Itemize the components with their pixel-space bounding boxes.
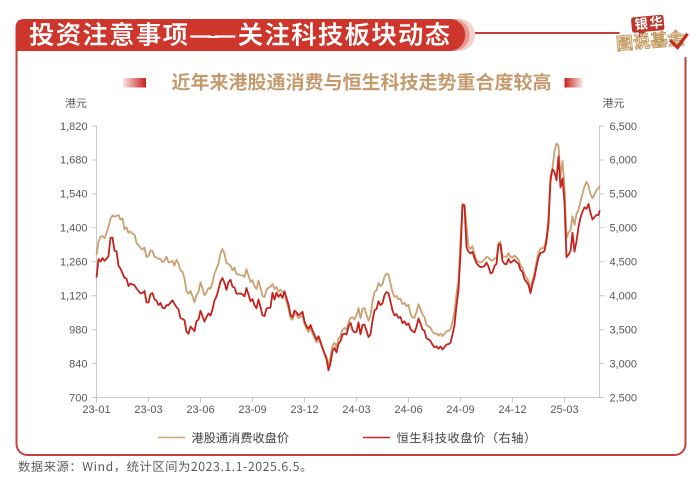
svg-text:6,000: 6,000 — [610, 155, 638, 167]
svg-text:23-12: 23-12 — [290, 404, 318, 416]
svg-text:1,400: 1,400 — [60, 223, 88, 235]
svg-text:5,500: 5,500 — [610, 189, 638, 201]
svg-text:24-03: 24-03 — [342, 404, 370, 416]
svg-text:1,680: 1,680 — [60, 155, 88, 167]
svg-text:1,260: 1,260 — [60, 257, 88, 269]
svg-text:25-03: 25-03 — [550, 404, 578, 416]
svg-text:23-06: 23-06 — [186, 404, 214, 416]
svg-text:1,120: 1,120 — [60, 290, 88, 302]
svg-text:1,820: 1,820 — [60, 121, 88, 133]
svg-text:24-06: 24-06 — [394, 404, 422, 416]
svg-text:23-09: 23-09 — [238, 404, 266, 416]
svg-text:24-12: 24-12 — [498, 404, 526, 416]
svg-text:3,000: 3,000 — [610, 358, 638, 370]
svg-text:6,500: 6,500 — [610, 121, 638, 133]
svg-text:840: 840 — [69, 358, 87, 370]
svg-text:700: 700 — [69, 392, 87, 404]
svg-text:5,000: 5,000 — [610, 223, 638, 235]
svg-text:2,500: 2,500 — [610, 392, 638, 404]
svg-text:980: 980 — [69, 324, 87, 336]
svg-text:24-09: 24-09 — [446, 404, 474, 416]
svg-text:4,500: 4,500 — [610, 257, 638, 269]
svg-text:3,500: 3,500 — [610, 324, 638, 336]
svg-text:1,540: 1,540 — [60, 189, 88, 201]
svg-text:4,000: 4,000 — [610, 290, 638, 302]
svg-text:23-01: 23-01 — [82, 404, 110, 416]
svg-text:23-03: 23-03 — [134, 404, 162, 416]
